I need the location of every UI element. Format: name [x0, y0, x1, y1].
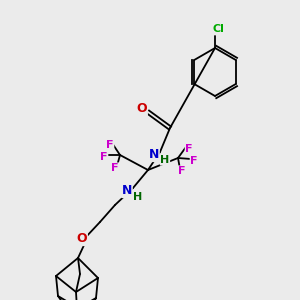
Text: O: O [77, 232, 87, 245]
Text: N: N [122, 184, 132, 197]
Text: F: F [111, 163, 119, 173]
Text: F: F [178, 166, 186, 176]
Text: F: F [100, 152, 108, 162]
Text: F: F [185, 144, 193, 154]
Text: O: O [137, 103, 147, 116]
Text: F: F [190, 156, 198, 166]
Text: H: H [134, 192, 142, 202]
Text: H: H [160, 155, 169, 165]
Text: N: N [149, 148, 159, 161]
Text: F: F [106, 140, 114, 150]
Text: Cl: Cl [212, 24, 224, 34]
